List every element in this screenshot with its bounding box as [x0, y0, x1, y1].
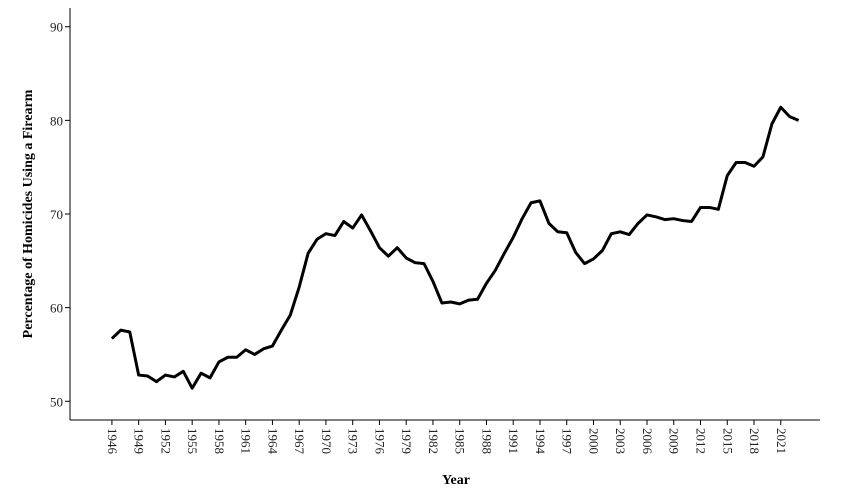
y-tick-label: 50 [50, 394, 63, 409]
x-tick-label: 2006 [640, 428, 655, 455]
x-tick-label: 2009 [667, 428, 682, 454]
x-tick-label: 1958 [212, 428, 227, 454]
x-tick-label: 1952 [158, 428, 173, 454]
y-tick-label: 90 [50, 20, 63, 35]
x-tick-label: 2015 [720, 428, 735, 454]
x-tick-label: 1985 [453, 428, 468, 454]
y-tick-label: 80 [50, 113, 63, 128]
y-tick-label: 60 [50, 301, 63, 316]
x-tick-label: 1997 [560, 428, 575, 455]
x-tick-label: 1982 [426, 428, 441, 454]
x-tick-label: 1973 [346, 428, 361, 454]
x-tick-label: 1991 [506, 428, 521, 454]
x-tick-label: 1994 [533, 428, 548, 455]
x-tick-label: 2018 [747, 428, 762, 454]
x-tick-label: 2012 [693, 428, 708, 454]
x-tick-label: 2003 [613, 428, 628, 454]
line [110, 105, 800, 390]
x-tick-label: 1961 [239, 428, 254, 454]
x-tick-label: 1955 [185, 428, 200, 454]
x-tick-label: 1976 [372, 428, 387, 455]
x-tick-label: 1946 [105, 428, 120, 455]
x-tick-label: 1967 [292, 428, 307, 455]
x-tick-label: 1964 [265, 428, 280, 455]
x-tick-label: 1970 [319, 428, 334, 454]
y-tick-label: 70 [50, 207, 63, 222]
x-tick-label: 2000 [586, 428, 601, 454]
y-axis-title: Percentage of Homicides Using a Firearm [21, 89, 36, 338]
x-tick-label: 1988 [479, 428, 494, 454]
x-tick-label: 1949 [132, 428, 147, 454]
x-axis-title: Year [442, 473, 470, 488]
x-tick-label: 1979 [399, 428, 414, 454]
x-tick-label: 2021 [774, 428, 789, 454]
